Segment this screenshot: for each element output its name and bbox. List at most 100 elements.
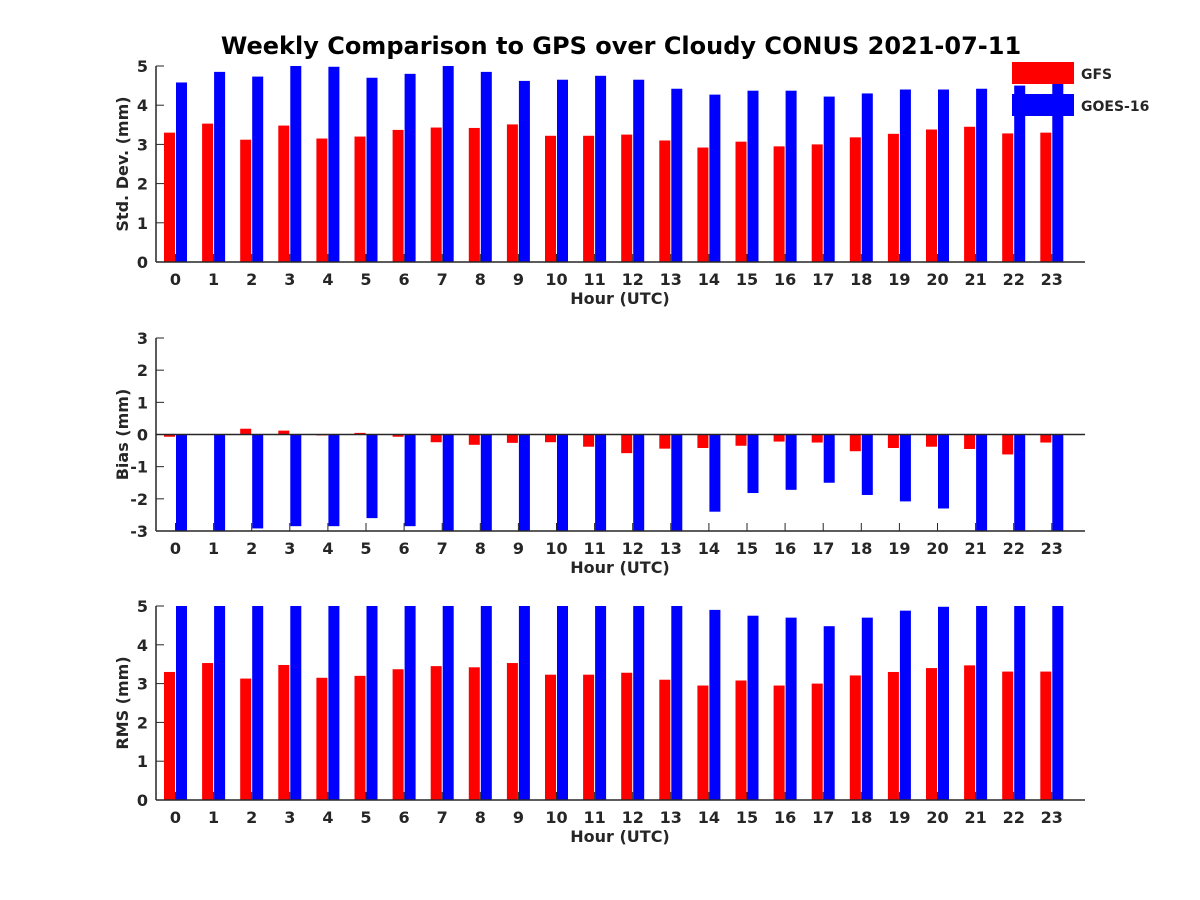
x-tick-label: 23 bbox=[1041, 539, 1063, 558]
legend: GFS GOES-16 bbox=[1012, 62, 1149, 116]
x-tick-label: 0 bbox=[170, 270, 181, 289]
bar-goes-16-23 bbox=[1052, 80, 1064, 263]
bar-goes-16-4 bbox=[328, 434, 340, 527]
bar-gfs-9 bbox=[506, 663, 518, 800]
bar-gfs-11 bbox=[583, 135, 595, 262]
bar-gfs-19 bbox=[887, 133, 899, 262]
x-tick-label: 12 bbox=[622, 808, 644, 827]
bar-gfs-2 bbox=[240, 139, 252, 262]
x-tick-label: 3 bbox=[284, 270, 295, 289]
bar-gfs-13 bbox=[659, 140, 671, 262]
bar-gfs-7 bbox=[430, 666, 442, 800]
bar-gfs-23 bbox=[1040, 671, 1052, 800]
bar-gfs-14 bbox=[697, 685, 709, 800]
bar-gfs-19 bbox=[887, 671, 899, 800]
bar-gfs-13 bbox=[659, 679, 671, 800]
x-tick-label: 7 bbox=[437, 270, 448, 289]
bar-goes-16-7 bbox=[442, 606, 454, 800]
x-tick-label: 21 bbox=[964, 270, 986, 289]
bar-goes-16-3 bbox=[290, 66, 302, 262]
bar-goes-16-23 bbox=[1052, 434, 1064, 531]
x-tick-label: 20 bbox=[926, 539, 948, 558]
y-axis-label: Std. Dev. (mm) bbox=[113, 96, 132, 231]
y-tick-label: -3 bbox=[130, 522, 148, 541]
x-tick-label: 12 bbox=[622, 539, 644, 558]
bar-goes-16-15 bbox=[747, 434, 759, 494]
x-tick-label: 6 bbox=[399, 270, 410, 289]
bar-goes-16-2 bbox=[252, 76, 264, 262]
x-tick-label: 12 bbox=[622, 270, 644, 289]
x-tick-label: 2 bbox=[246, 539, 257, 558]
x-tick-label: 11 bbox=[583, 270, 605, 289]
x-tick-label: 17 bbox=[812, 539, 834, 558]
bar-gfs-3 bbox=[278, 664, 290, 800]
bar-goes-16-0 bbox=[176, 434, 187, 531]
bar-goes-16-6 bbox=[404, 434, 416, 527]
x-tick-label: 22 bbox=[1003, 270, 1025, 289]
bar-gfs-7 bbox=[430, 434, 442, 443]
bar-gfs-3 bbox=[278, 125, 290, 262]
bar-goes-16-10 bbox=[557, 79, 568, 262]
x-tick-label: 4 bbox=[322, 270, 333, 289]
x-tick-label: 8 bbox=[475, 808, 486, 827]
bar-goes-16-8 bbox=[480, 606, 492, 800]
x-tick-label: 5 bbox=[360, 539, 371, 558]
bar-goes-16-15 bbox=[747, 90, 759, 262]
bar-goes-16-7 bbox=[442, 66, 454, 262]
y-tick-label: -1 bbox=[130, 458, 148, 477]
x-tick-label: 17 bbox=[812, 808, 834, 827]
bar-gfs-22 bbox=[1002, 671, 1014, 800]
bar-goes-16-9 bbox=[518, 434, 530, 531]
x-tick-label: 13 bbox=[660, 808, 682, 827]
bar-goes-16-17 bbox=[823, 96, 835, 262]
bar-gfs-18 bbox=[849, 675, 861, 800]
x-tick-label: 19 bbox=[888, 270, 910, 289]
x-tick-label: 19 bbox=[888, 539, 910, 558]
y-tick-label: 0 bbox=[137, 426, 148, 445]
y-axis-label: Bias (mm) bbox=[113, 389, 132, 481]
x-tick-label: 6 bbox=[399, 539, 410, 558]
x-tick-label: 14 bbox=[698, 539, 720, 558]
x-tick-label: 4 bbox=[322, 808, 333, 827]
bar-goes-16-20 bbox=[938, 606, 949, 800]
x-tick-label: 7 bbox=[437, 808, 448, 827]
bar-goes-16-0 bbox=[176, 606, 187, 800]
bar-goes-16-13 bbox=[671, 88, 683, 263]
y-tick-label: 1 bbox=[137, 214, 148, 233]
bar-gfs-10 bbox=[545, 434, 556, 443]
y-tick-label: 4 bbox=[137, 96, 148, 115]
bar-gfs-4 bbox=[316, 138, 328, 262]
x-tick-label: 1 bbox=[208, 539, 219, 558]
x-tick-label: 10 bbox=[545, 270, 567, 289]
x-tick-label: 4 bbox=[322, 539, 333, 558]
y-tick-label: 1 bbox=[137, 393, 148, 412]
bar-goes-16-5 bbox=[366, 606, 378, 800]
legend-swatch bbox=[1012, 94, 1074, 116]
y-tick-label: 2 bbox=[137, 713, 148, 732]
bar-gfs-8 bbox=[468, 434, 480, 445]
bar-goes-16-13 bbox=[671, 606, 683, 800]
bar-gfs-3 bbox=[278, 430, 290, 435]
bar-gfs-17 bbox=[811, 683, 823, 800]
bar-gfs-12 bbox=[621, 434, 633, 454]
x-axis-label: Hour (UTC) bbox=[570, 289, 670, 308]
bar-gfs-11 bbox=[583, 434, 595, 447]
bar-goes-16-20 bbox=[938, 434, 949, 509]
bar-goes-16-6 bbox=[404, 606, 416, 800]
y-tick-label: 0 bbox=[137, 253, 148, 272]
y-tick-label: 2 bbox=[137, 175, 148, 194]
bar-gfs-20 bbox=[926, 668, 937, 800]
bar-goes-16-5 bbox=[366, 434, 378, 519]
bar-gfs-15 bbox=[735, 141, 747, 262]
bar-goes-16-18 bbox=[861, 617, 873, 800]
bar-gfs-7 bbox=[430, 127, 442, 262]
bar-gfs-20 bbox=[926, 434, 937, 447]
x-tick-label: 14 bbox=[698, 270, 720, 289]
bar-gfs-4 bbox=[316, 677, 328, 800]
bar-gfs-19 bbox=[887, 434, 899, 449]
bar-goes-16-2 bbox=[252, 434, 264, 529]
x-tick-label: 20 bbox=[926, 270, 948, 289]
bar-goes-16-16 bbox=[785, 617, 797, 800]
